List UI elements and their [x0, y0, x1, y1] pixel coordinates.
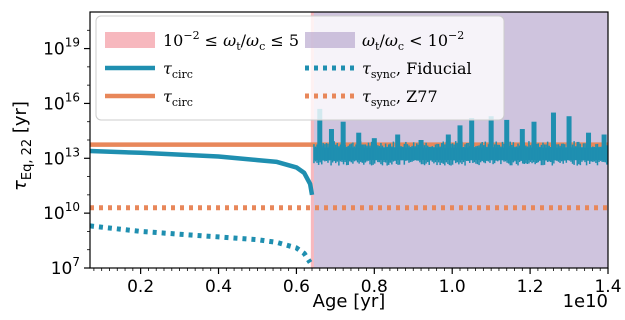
ticks-layer: 0.2 0.4 0.6 0.8 1.0 1.2 1.4 107 1010 1013 1016 1019	[43, 29, 622, 297]
noise-spike	[601, 134, 607, 149]
legend-label: 10−2 ≤ ωt/ωc ≤ 5	[163, 29, 299, 53]
noise-spike	[519, 129, 525, 149]
noise-spike	[457, 125, 463, 149]
region-band	[310, 12, 314, 268]
series-line	[90, 148, 315, 196]
noise-spike	[531, 121, 537, 149]
y-axis-label-text: τEq, 22 [yr]	[10, 101, 35, 191]
y-tick-label: 1019	[43, 36, 80, 60]
legend-swatch	[305, 32, 355, 48]
x-tick-label: 0.8	[361, 277, 388, 297]
noise-spike	[371, 138, 377, 149]
series-layer	[90, 108, 608, 264]
noise-spike	[586, 132, 592, 149]
legend-label: ωt/ωc < 10−2	[362, 29, 464, 53]
legend-swatch	[105, 32, 155, 48]
noise-spike	[550, 112, 556, 149]
x-tick-label: 0.2	[127, 277, 154, 297]
noise-spike	[469, 118, 475, 149]
y-tick-label: 1016	[43, 90, 80, 114]
x-tick-label: 1.2	[517, 277, 544, 297]
noise-spike	[566, 116, 572, 149]
noise-spike	[340, 121, 346, 149]
noise-spike	[504, 119, 510, 149]
noise-spike	[328, 129, 334, 149]
legend-label: τsync, Fiducial	[362, 59, 472, 81]
x-axis-label: Age [yr]	[313, 291, 386, 312]
legend-label: τcirc	[163, 59, 193, 81]
legend-label: τsync, Z77	[362, 87, 438, 109]
y-tick-label: 1013	[43, 145, 80, 169]
noise-spike	[488, 116, 494, 149]
x-axis-offset-label: 1e10	[563, 291, 608, 312]
noise-spike	[445, 134, 451, 149]
noise-spike	[317, 108, 323, 149]
noise-spike	[418, 140, 424, 149]
x-tick-label: 1.4	[594, 277, 621, 297]
legend-label: τcirc	[163, 87, 193, 109]
y-tick-label: 107	[51, 255, 80, 279]
y-tick-label: 1010	[43, 200, 80, 224]
y-axis-label: τEq, 22 [yr]	[10, 101, 35, 191]
noise-spike	[395, 134, 401, 149]
x-tick-label: 1.0	[439, 277, 466, 297]
x-tick-label: 0.4	[205, 277, 232, 297]
legend-box	[95, 15, 505, 121]
x-tick-label: 0.6	[283, 277, 310, 297]
legend: 10−2 ≤ ωt/ωc ≤ 5 ωt/ωc < 10−2 τcirc τsync, …	[95, 15, 505, 121]
series-line	[90, 223, 313, 264]
noise-spike	[356, 132, 362, 149]
